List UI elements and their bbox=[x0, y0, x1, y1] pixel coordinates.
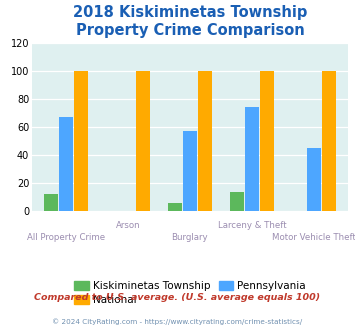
Text: Compared to U.S. average. (U.S. average equals 100): Compared to U.S. average. (U.S. average … bbox=[34, 292, 321, 302]
Bar bbox=[183, 131, 197, 211]
Legend: Kiskiminetas Township, National, Pennsylvania: Kiskiminetas Township, National, Pennsyl… bbox=[70, 277, 310, 309]
Bar bbox=[168, 203, 182, 211]
Bar bbox=[230, 191, 244, 211]
Text: Motor Vehicle Theft: Motor Vehicle Theft bbox=[272, 233, 355, 242]
Bar bbox=[136, 71, 150, 211]
Bar bbox=[59, 117, 73, 211]
Bar bbox=[260, 71, 274, 211]
Bar bbox=[74, 71, 88, 211]
Bar bbox=[44, 194, 58, 211]
Text: Burglary: Burglary bbox=[171, 233, 208, 242]
Title: 2018 Kiskiminetas Township
Property Crime Comparison: 2018 Kiskiminetas Township Property Crim… bbox=[73, 5, 307, 38]
Text: Arson: Arson bbox=[116, 221, 140, 230]
Bar bbox=[198, 71, 212, 211]
Text: © 2024 CityRating.com - https://www.cityrating.com/crime-statistics/: © 2024 CityRating.com - https://www.city… bbox=[53, 318, 302, 325]
Bar bbox=[307, 148, 321, 211]
Bar bbox=[245, 108, 259, 211]
Bar bbox=[322, 71, 336, 211]
Text: Larceny & Theft: Larceny & Theft bbox=[218, 221, 286, 230]
Text: All Property Crime: All Property Crime bbox=[27, 233, 105, 242]
